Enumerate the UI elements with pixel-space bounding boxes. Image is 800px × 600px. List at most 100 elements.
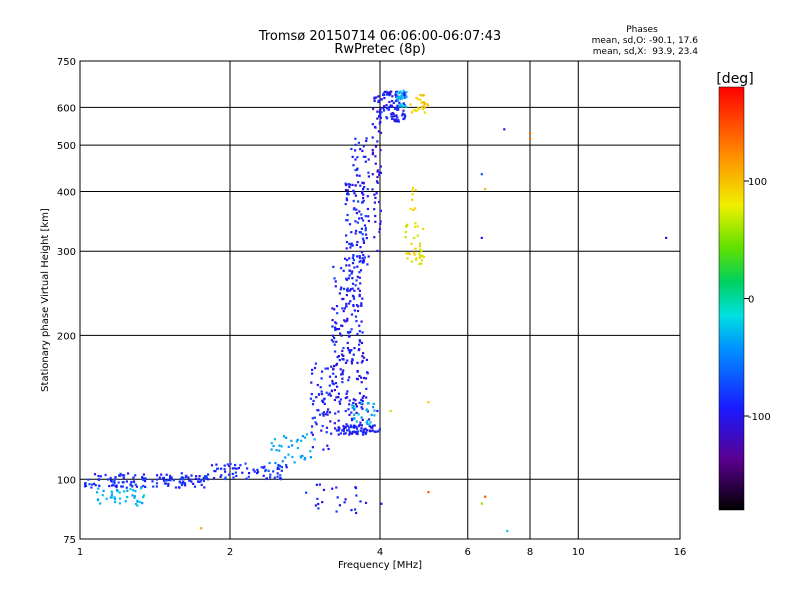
echo-point [358, 255, 361, 258]
echo-point [400, 97, 404, 100]
echo-point [142, 473, 145, 476]
x-tick-label: 1 [77, 547, 83, 558]
echo-point [353, 413, 356, 416]
echo-point [151, 480, 154, 483]
echo-point [350, 328, 353, 331]
echo-point [379, 107, 382, 110]
echo-point [312, 399, 315, 402]
echo-point [351, 287, 354, 290]
echo-point [320, 390, 323, 393]
echo-point [220, 474, 223, 477]
echo-point [318, 483, 321, 486]
echo-point [99, 475, 102, 478]
echo-point [362, 241, 366, 244]
echo-point [337, 410, 340, 413]
echo-point [352, 353, 355, 356]
echo-point [361, 407, 364, 410]
echo-point [203, 486, 206, 489]
echo-point [104, 473, 107, 477]
echo-point [310, 381, 313, 384]
echo-point [337, 392, 340, 395]
echo-point [336, 356, 339, 359]
echo-point [194, 477, 197, 480]
echo-point [349, 246, 352, 249]
echo-point [365, 431, 368, 434]
echo-point [362, 182, 365, 185]
echo-point [336, 496, 339, 499]
echo-point [349, 330, 352, 333]
echo-point [127, 472, 130, 475]
echo-point [117, 481, 120, 484]
x-tick-label: 8 [527, 547, 533, 558]
echo-point [205, 476, 208, 479]
echo-point [341, 377, 344, 380]
echo-point [480, 173, 483, 176]
echo-point [276, 472, 279, 475]
echo-point [351, 404, 354, 407]
echo-point [362, 188, 365, 191]
echo-point [210, 464, 214, 467]
echo-point [353, 347, 356, 350]
echo-point [401, 105, 404, 108]
echo-point [304, 457, 307, 460]
echo-point [352, 398, 355, 401]
echo-point [295, 440, 298, 443]
echo-point [374, 196, 377, 199]
echo-point [352, 401, 355, 405]
echo-point [134, 474, 137, 477]
echo-point [190, 474, 193, 477]
echo-point [345, 234, 348, 237]
echo-point [367, 418, 371, 421]
echo-point [365, 409, 368, 412]
echo-point [389, 92, 392, 96]
echo-point [358, 424, 361, 427]
echo-point [256, 468, 259, 471]
x-tick-label: 10 [572, 547, 585, 558]
echo-point [97, 478, 100, 481]
echo-point [389, 409, 392, 413]
echo-point [370, 429, 373, 433]
echo-point [113, 480, 116, 483]
echo-point [167, 482, 170, 485]
echo-point [331, 379, 334, 383]
echo-point [424, 111, 427, 114]
echo-point [333, 336, 336, 340]
echo-point [418, 245, 421, 248]
echo-point [396, 104, 399, 107]
echo-point [382, 107, 385, 110]
echo-point [375, 96, 378, 99]
echo-point [305, 491, 308, 494]
echo-point [375, 430, 378, 433]
echo-point [311, 425, 314, 428]
echo-point [231, 472, 234, 475]
echo-point [293, 461, 296, 464]
echo-point [360, 341, 364, 345]
echo-point [348, 376, 351, 379]
echo-point [187, 476, 190, 479]
echo-point [331, 487, 334, 490]
echo-point [350, 362, 354, 365]
echo-point [367, 175, 370, 178]
echo-point [112, 483, 115, 487]
echo-point [119, 497, 122, 500]
echo-point [344, 189, 348, 192]
echo-point [326, 413, 329, 416]
echo-point [405, 105, 408, 108]
echo-point [309, 397, 312, 400]
echo-point [358, 271, 361, 274]
echo-point [337, 429, 340, 432]
echo-point [355, 304, 359, 307]
echo-point [270, 442, 273, 445]
echo-point [354, 399, 357, 402]
echo-point [333, 277, 336, 280]
echo-point [324, 367, 327, 370]
echo-point [341, 373, 344, 376]
echo-point [124, 500, 127, 503]
echo-point [108, 485, 111, 488]
echo-point [334, 412, 337, 415]
echo-point [241, 471, 244, 474]
echo-point [309, 450, 312, 453]
echo-point [339, 398, 342, 401]
echo-point [99, 502, 102, 505]
echo-point [334, 328, 337, 332]
